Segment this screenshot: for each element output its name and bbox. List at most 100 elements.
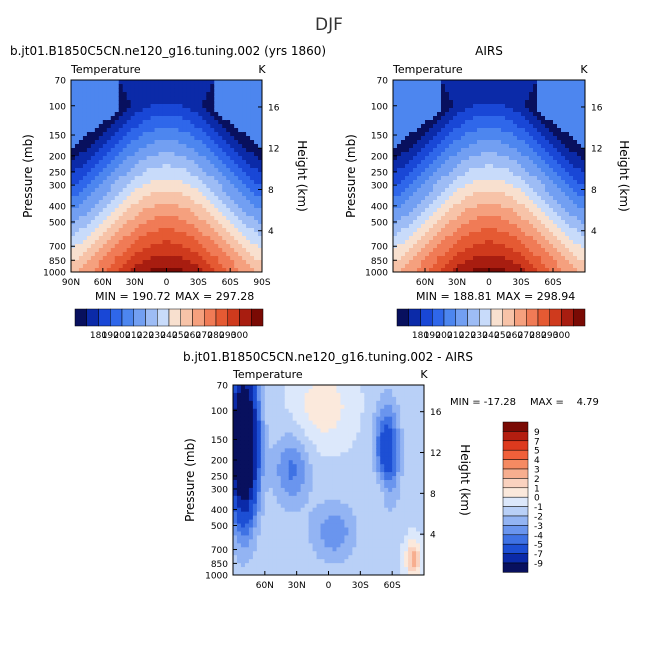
field-cell: [425, 240, 430, 245]
field-cell: [529, 104, 534, 109]
field-cell: [449, 112, 454, 117]
field-cell: [258, 152, 262, 157]
field-cell: [142, 104, 148, 109]
field-cell: [106, 240, 112, 245]
field-cell: [250, 192, 255, 197]
field-cell: [114, 180, 120, 185]
field-cell: [162, 240, 168, 245]
field-cell: [533, 128, 538, 133]
field-cell: [110, 84, 116, 89]
field-cell: [397, 220, 402, 225]
field-cell: [198, 112, 203, 117]
field-cell: [206, 160, 211, 165]
field-cell: [210, 184, 215, 189]
field-cell: [244, 416, 250, 422]
field-cell: [71, 240, 76, 245]
field-cell: [110, 100, 116, 105]
field-cell: [94, 248, 100, 253]
field-cell: [505, 204, 510, 209]
field-cell: [405, 188, 410, 193]
field-cell: [170, 184, 176, 189]
field-cell: [258, 120, 262, 125]
field-cell: [429, 232, 434, 237]
field-cell: [230, 252, 235, 257]
field-cell: [421, 176, 426, 181]
field-cell: [465, 100, 470, 105]
field-cell: [513, 100, 518, 105]
field-cell: [106, 260, 112, 265]
field-cell: [246, 136, 251, 141]
field-cell: [102, 176, 108, 181]
field-cell: [397, 244, 402, 249]
field-cell: [146, 100, 152, 105]
field-cell: [441, 252, 446, 257]
field-cell: [250, 96, 255, 101]
field-cell: [545, 220, 550, 225]
field-cell: [521, 192, 526, 197]
field-cell: [513, 112, 518, 117]
field-cell: [561, 104, 566, 109]
field-cell: [158, 80, 164, 85]
field-cell: [182, 132, 187, 137]
field-cell: [541, 148, 546, 153]
field-cell: [130, 132, 136, 137]
field-cell: [106, 220, 112, 225]
field-cell: [429, 204, 434, 209]
field-cell: [233, 539, 238, 544]
field-cell: [146, 120, 152, 125]
field-cell: [166, 216, 172, 221]
field-cell: [437, 236, 442, 241]
field-cell: [489, 92, 494, 97]
field-cell: [437, 260, 442, 265]
field-cell: [565, 128, 570, 133]
field-cell: [258, 208, 262, 213]
panel-diff-title: b.jt01.B1850C5CN.ne120_g16.tuning.002 - …: [183, 350, 473, 364]
field-cell: [497, 216, 502, 221]
field-cell: [501, 244, 506, 249]
field-cell: [561, 184, 566, 189]
field-cell: [493, 264, 498, 269]
field-cell: [521, 120, 526, 125]
field-cell: [230, 148, 235, 153]
field-cell: [110, 124, 116, 129]
field-cell: [409, 260, 414, 265]
field-cell: [533, 112, 538, 117]
field-cell: [186, 216, 191, 221]
field-cell: [533, 204, 538, 209]
field-cell: [238, 100, 243, 105]
field-cell: [533, 164, 538, 169]
field-cell: [90, 104, 96, 109]
field-cell: [240, 456, 246, 461]
field-cell: [146, 248, 152, 253]
field-cell: [246, 244, 251, 249]
field-cell: [405, 232, 410, 237]
field-cell: [246, 140, 251, 145]
field-cell: [401, 152, 406, 157]
field-cell: [214, 112, 219, 117]
field-cell: [130, 236, 136, 241]
field-cell: [445, 84, 450, 89]
field-cell: [465, 84, 470, 89]
field-cell: [71, 248, 76, 253]
field-cell: [521, 196, 526, 201]
field-cell: [425, 208, 430, 213]
field-cell: [90, 244, 96, 249]
field-cell: [110, 196, 116, 201]
field-cell: [441, 248, 446, 253]
field-cell: [98, 224, 104, 229]
field-cell: [74, 112, 80, 117]
field-cell: [242, 104, 247, 109]
field-cell: [234, 180, 239, 185]
field-cell: [158, 168, 164, 173]
field-cell: [150, 232, 156, 237]
field-cell: [553, 112, 558, 117]
field-cell: [254, 116, 259, 121]
field-cell: [226, 128, 231, 133]
field-cell: [234, 196, 239, 201]
field-cell: [182, 248, 187, 253]
field-cell: [222, 200, 227, 205]
field-cell: [222, 144, 227, 149]
field-cell: [98, 116, 104, 121]
field-cell: [118, 236, 124, 241]
field-cell: [222, 188, 227, 193]
